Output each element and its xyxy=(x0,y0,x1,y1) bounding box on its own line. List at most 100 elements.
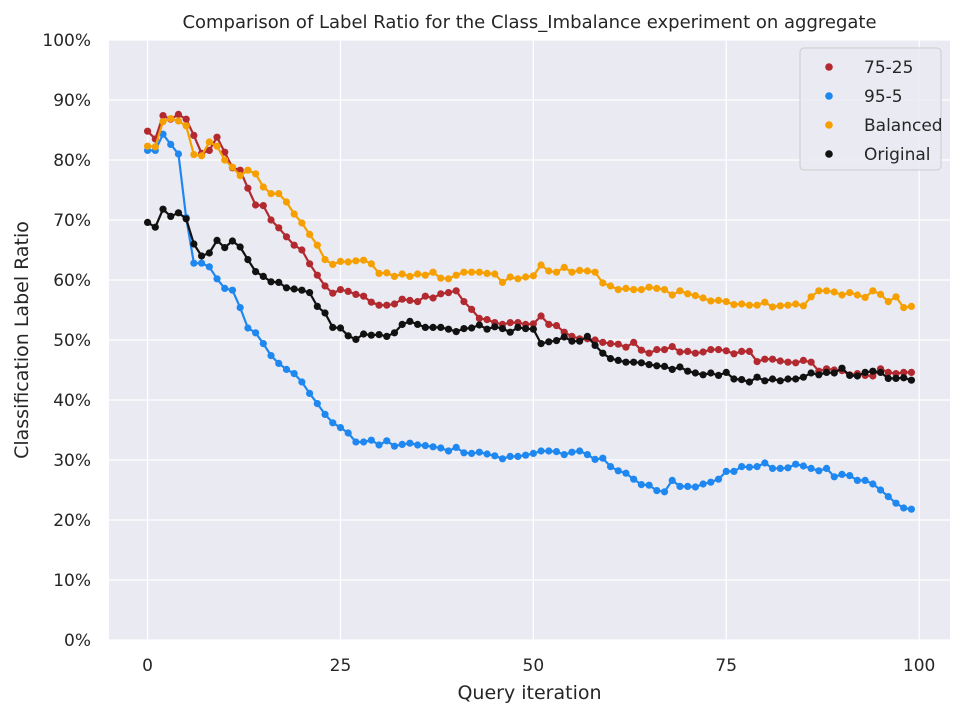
data-point-original xyxy=(583,332,591,340)
data-point-balanced xyxy=(414,270,422,278)
y-tick-label: 100% xyxy=(42,31,91,51)
data-point-balanced xyxy=(599,279,607,287)
data-point-balanced xyxy=(344,258,352,266)
data-point-95-5 xyxy=(329,419,337,427)
data-point-original xyxy=(838,364,846,372)
legend-label-original: Original xyxy=(864,145,931,165)
y-tick-labels: 0% 10% 20% 30% 40% 50% 60% 70% 80% 90% 100% xyxy=(42,31,91,651)
data-point-75-25 xyxy=(352,290,360,298)
data-point-95-5 xyxy=(599,454,607,462)
data-point-balanced xyxy=(360,256,368,264)
data-point-original xyxy=(174,209,183,217)
data-point-balanced xyxy=(776,302,784,310)
data-point-balanced xyxy=(205,138,213,146)
data-point-95-5 xyxy=(614,467,622,475)
data-point-original xyxy=(190,240,198,248)
data-point-75-25 xyxy=(884,368,892,376)
data-point-95-5 xyxy=(645,481,653,489)
data-point-balanced xyxy=(367,260,375,268)
data-point-balanced xyxy=(383,269,391,277)
data-point-95-5 xyxy=(514,452,522,460)
data-point-75-25 xyxy=(738,347,746,355)
data-point-balanced xyxy=(714,296,723,304)
data-point-balanced xyxy=(190,151,198,159)
x-tick-label: 100 xyxy=(903,656,935,676)
data-point-95-5 xyxy=(668,476,676,484)
data-point-95-5 xyxy=(815,467,823,475)
data-point-original xyxy=(560,333,568,341)
data-point-75-25 xyxy=(437,290,445,298)
legend-label-balanced: Balanced xyxy=(864,116,943,136)
data-point-original xyxy=(313,302,321,310)
data-point-original xyxy=(414,320,422,328)
data-point-original xyxy=(236,243,244,251)
data-point-95-5 xyxy=(545,447,553,455)
data-point-balanced xyxy=(691,292,699,300)
legend-marker-75-25 xyxy=(825,63,833,71)
data-point-75-25 xyxy=(545,320,553,328)
data-point-95-5 xyxy=(807,464,815,472)
data-point-95-5 xyxy=(367,436,375,444)
data-point-95-5 xyxy=(421,442,429,450)
data-point-original xyxy=(275,278,283,286)
data-point-balanced xyxy=(730,301,738,309)
data-point-original xyxy=(143,218,152,226)
data-point-75-25 xyxy=(753,358,761,366)
data-point-balanced xyxy=(460,268,468,276)
data-point-original xyxy=(197,252,206,260)
data-point-balanced xyxy=(143,142,152,150)
data-point-95-5 xyxy=(398,440,406,448)
data-point-75-25 xyxy=(699,348,707,356)
data-point-75-25 xyxy=(614,340,622,348)
data-point-balanced xyxy=(151,143,159,151)
data-point-balanced xyxy=(444,275,453,283)
data-point-original xyxy=(707,369,715,377)
data-point-75-25 xyxy=(383,301,391,309)
data-point-original xyxy=(298,286,306,294)
data-point-balanced xyxy=(606,282,615,290)
data-point-75-25 xyxy=(776,357,784,365)
data-point-original xyxy=(568,337,576,345)
data-point-balanced xyxy=(884,298,892,306)
data-point-original xyxy=(637,359,645,367)
data-point-balanced xyxy=(768,303,777,311)
data-point-original xyxy=(259,272,267,280)
data-point-balanced xyxy=(336,257,345,265)
data-point-original xyxy=(830,369,838,377)
series-line-original xyxy=(146,208,912,384)
data-point-original xyxy=(622,358,630,366)
data-point-balanced xyxy=(830,288,838,296)
data-point-balanced xyxy=(321,256,329,264)
data-point-original xyxy=(290,285,298,293)
data-point-75-25 xyxy=(329,289,337,297)
data-point-balanced xyxy=(244,166,252,174)
data-point-95-5 xyxy=(375,441,383,449)
data-point-balanced xyxy=(290,210,298,218)
data-point-balanced xyxy=(583,267,591,275)
data-point-original xyxy=(151,223,159,231)
data-point-95-5 xyxy=(691,483,699,491)
series-balanced xyxy=(143,115,916,312)
series-line-95-5 xyxy=(147,133,912,511)
data-point-original xyxy=(691,369,699,377)
data-point-balanced xyxy=(815,287,823,295)
data-point-95-5 xyxy=(761,459,769,467)
data-point-95-5 xyxy=(745,463,753,471)
y-tick-label: 90% xyxy=(53,91,91,111)
data-point-75-25 xyxy=(807,358,815,366)
data-point-95-5 xyxy=(313,400,321,408)
data-point-95-5 xyxy=(306,389,314,397)
data-point-original xyxy=(221,244,229,252)
data-point-75-25 xyxy=(213,133,221,141)
data-point-original xyxy=(437,323,445,331)
data-point-95-5 xyxy=(799,462,808,470)
data-point-original xyxy=(321,309,329,317)
data-point-original xyxy=(468,324,476,332)
data-point-75-25 xyxy=(174,110,183,118)
data-point-balanced xyxy=(390,272,399,280)
data-point-original xyxy=(483,325,491,333)
data-point-75-25 xyxy=(244,184,252,192)
data-point-balanced xyxy=(869,287,877,295)
legend-marker-original xyxy=(825,150,833,158)
